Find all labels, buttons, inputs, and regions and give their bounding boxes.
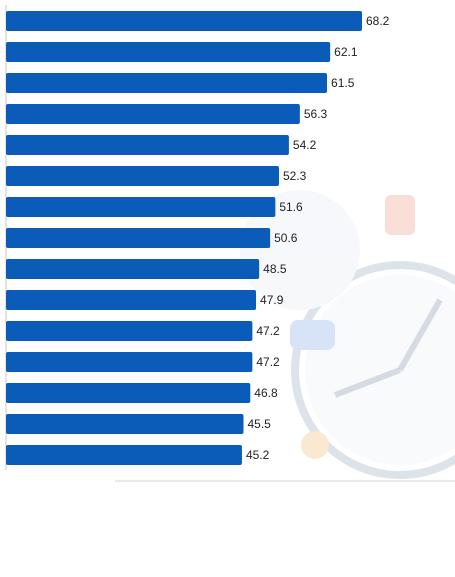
data-label: 62.1 xyxy=(334,45,358,59)
bar xyxy=(6,197,276,217)
blob xyxy=(240,190,360,310)
gear xyxy=(301,431,329,459)
bar xyxy=(6,42,331,62)
person xyxy=(385,195,415,235)
data-label: 61.5 xyxy=(331,76,355,90)
bar xyxy=(6,383,251,403)
bar xyxy=(6,104,300,124)
megaphone xyxy=(290,320,335,350)
bar xyxy=(6,259,260,279)
data-label: 45.2 xyxy=(246,448,270,462)
clock-hand xyxy=(333,367,402,398)
data-label: 47.9 xyxy=(260,293,284,307)
data-label: 48.5 xyxy=(263,262,287,276)
background-illustration xyxy=(240,190,455,479)
data-label: 50.6 xyxy=(274,231,298,245)
bar xyxy=(6,321,253,341)
data-label: 52.3 xyxy=(283,169,307,183)
bar xyxy=(6,228,271,248)
data-label: 45.5 xyxy=(248,417,272,431)
bar xyxy=(6,414,244,434)
data-label: 46.8 xyxy=(254,386,278,400)
bar xyxy=(6,352,253,372)
clock-face xyxy=(305,275,455,465)
bar xyxy=(6,445,242,465)
bar xyxy=(6,166,280,186)
data-label: 47.2 xyxy=(256,355,280,369)
data-label: 47.2 xyxy=(256,324,280,338)
data-label: 56.3 xyxy=(304,107,328,121)
data-label: 51.6 xyxy=(279,200,303,214)
bar xyxy=(6,290,257,310)
clock-hand xyxy=(397,298,443,372)
bar xyxy=(6,11,362,31)
bar xyxy=(6,73,328,93)
data-label: 54.2 xyxy=(293,138,317,152)
clock-ring xyxy=(291,261,455,479)
data-label: 68.2 xyxy=(366,14,390,28)
bar xyxy=(6,135,289,155)
